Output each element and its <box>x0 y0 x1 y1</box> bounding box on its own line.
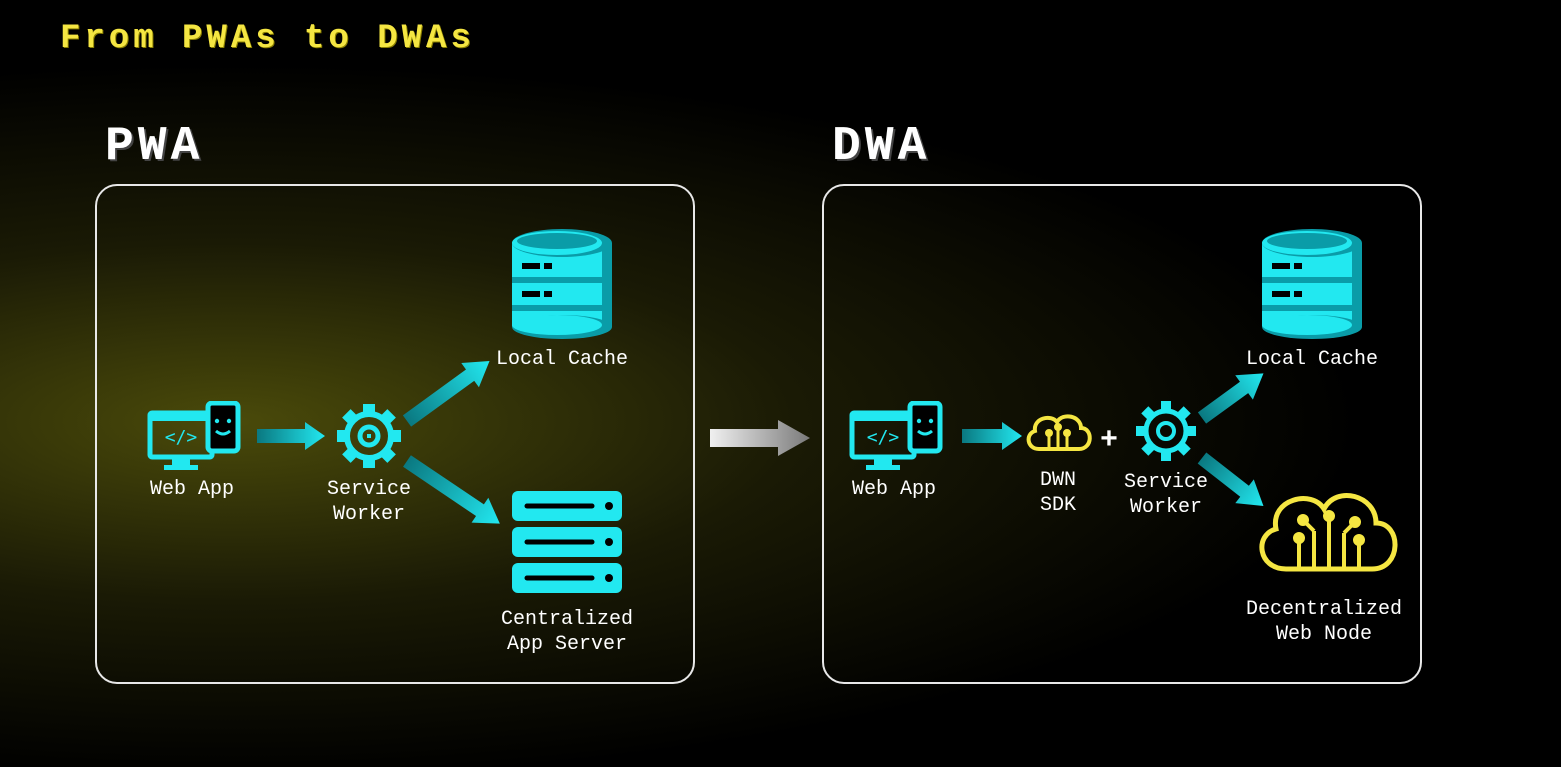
dwa-section: DWA </> <box>822 120 930 184</box>
dwn-sdk-node: DWN SDK <box>1019 404 1097 518</box>
plus-symbol: + <box>1100 424 1118 458</box>
pwa-panel: </> Web App <box>95 184 695 684</box>
dwn-sdk-label: DWN SDK <box>1040 468 1076 518</box>
dwa-webapp-label: Web App <box>852 477 936 502</box>
pwa-cache-node: Local Cache <box>492 221 632 372</box>
gear-icon <box>334 401 404 471</box>
dwn-node: Decentralized Web Node <box>1244 471 1404 647</box>
pwa-title: PWA <box>105 120 203 174</box>
dwa-serviceworker-node: Service Worker <box>1124 398 1208 520</box>
cache-label: Local Cache <box>496 347 628 372</box>
dwa-panel: </> Web App DWN SDK <box>822 184 1422 684</box>
serviceworker-label: Service Worker <box>327 477 411 527</box>
dwn-label: Decentralized Web Node <box>1246 597 1402 647</box>
server-icon <box>497 481 637 601</box>
database-icon <box>492 221 632 341</box>
pwa-section: PWA </> <box>95 120 203 184</box>
pwa-serviceworker-node: Service Worker <box>327 401 411 527</box>
webapp-icon: </> <box>844 401 944 471</box>
dwa-cache-label: Local Cache <box>1246 347 1378 372</box>
dwn-cloud-icon <box>1019 404 1097 462</box>
database-icon <box>1242 221 1382 341</box>
svg-text:</>: </> <box>867 427 900 448</box>
webapp-icon: </> <box>142 401 242 471</box>
gear-icon <box>1133 398 1199 464</box>
dwn-big-icon <box>1244 471 1404 591</box>
pwa-server-node: Centralized App Server <box>497 481 637 657</box>
dwa-cache-node: Local Cache <box>1242 221 1382 372</box>
transition-arrow <box>710 420 810 456</box>
server-label: Centralized App Server <box>501 607 633 657</box>
pwa-webapp-node: </> Web App <box>142 401 242 502</box>
dwa-webapp-node: </> Web App <box>844 401 944 502</box>
dwa-title: DWA <box>832 120 930 174</box>
dwa-sw-label: Service Worker <box>1124 470 1208 520</box>
webapp-label: Web App <box>150 477 234 502</box>
slide-title: From PWAs to DWAs <box>60 20 475 58</box>
svg-text:</>: </> <box>165 427 198 448</box>
